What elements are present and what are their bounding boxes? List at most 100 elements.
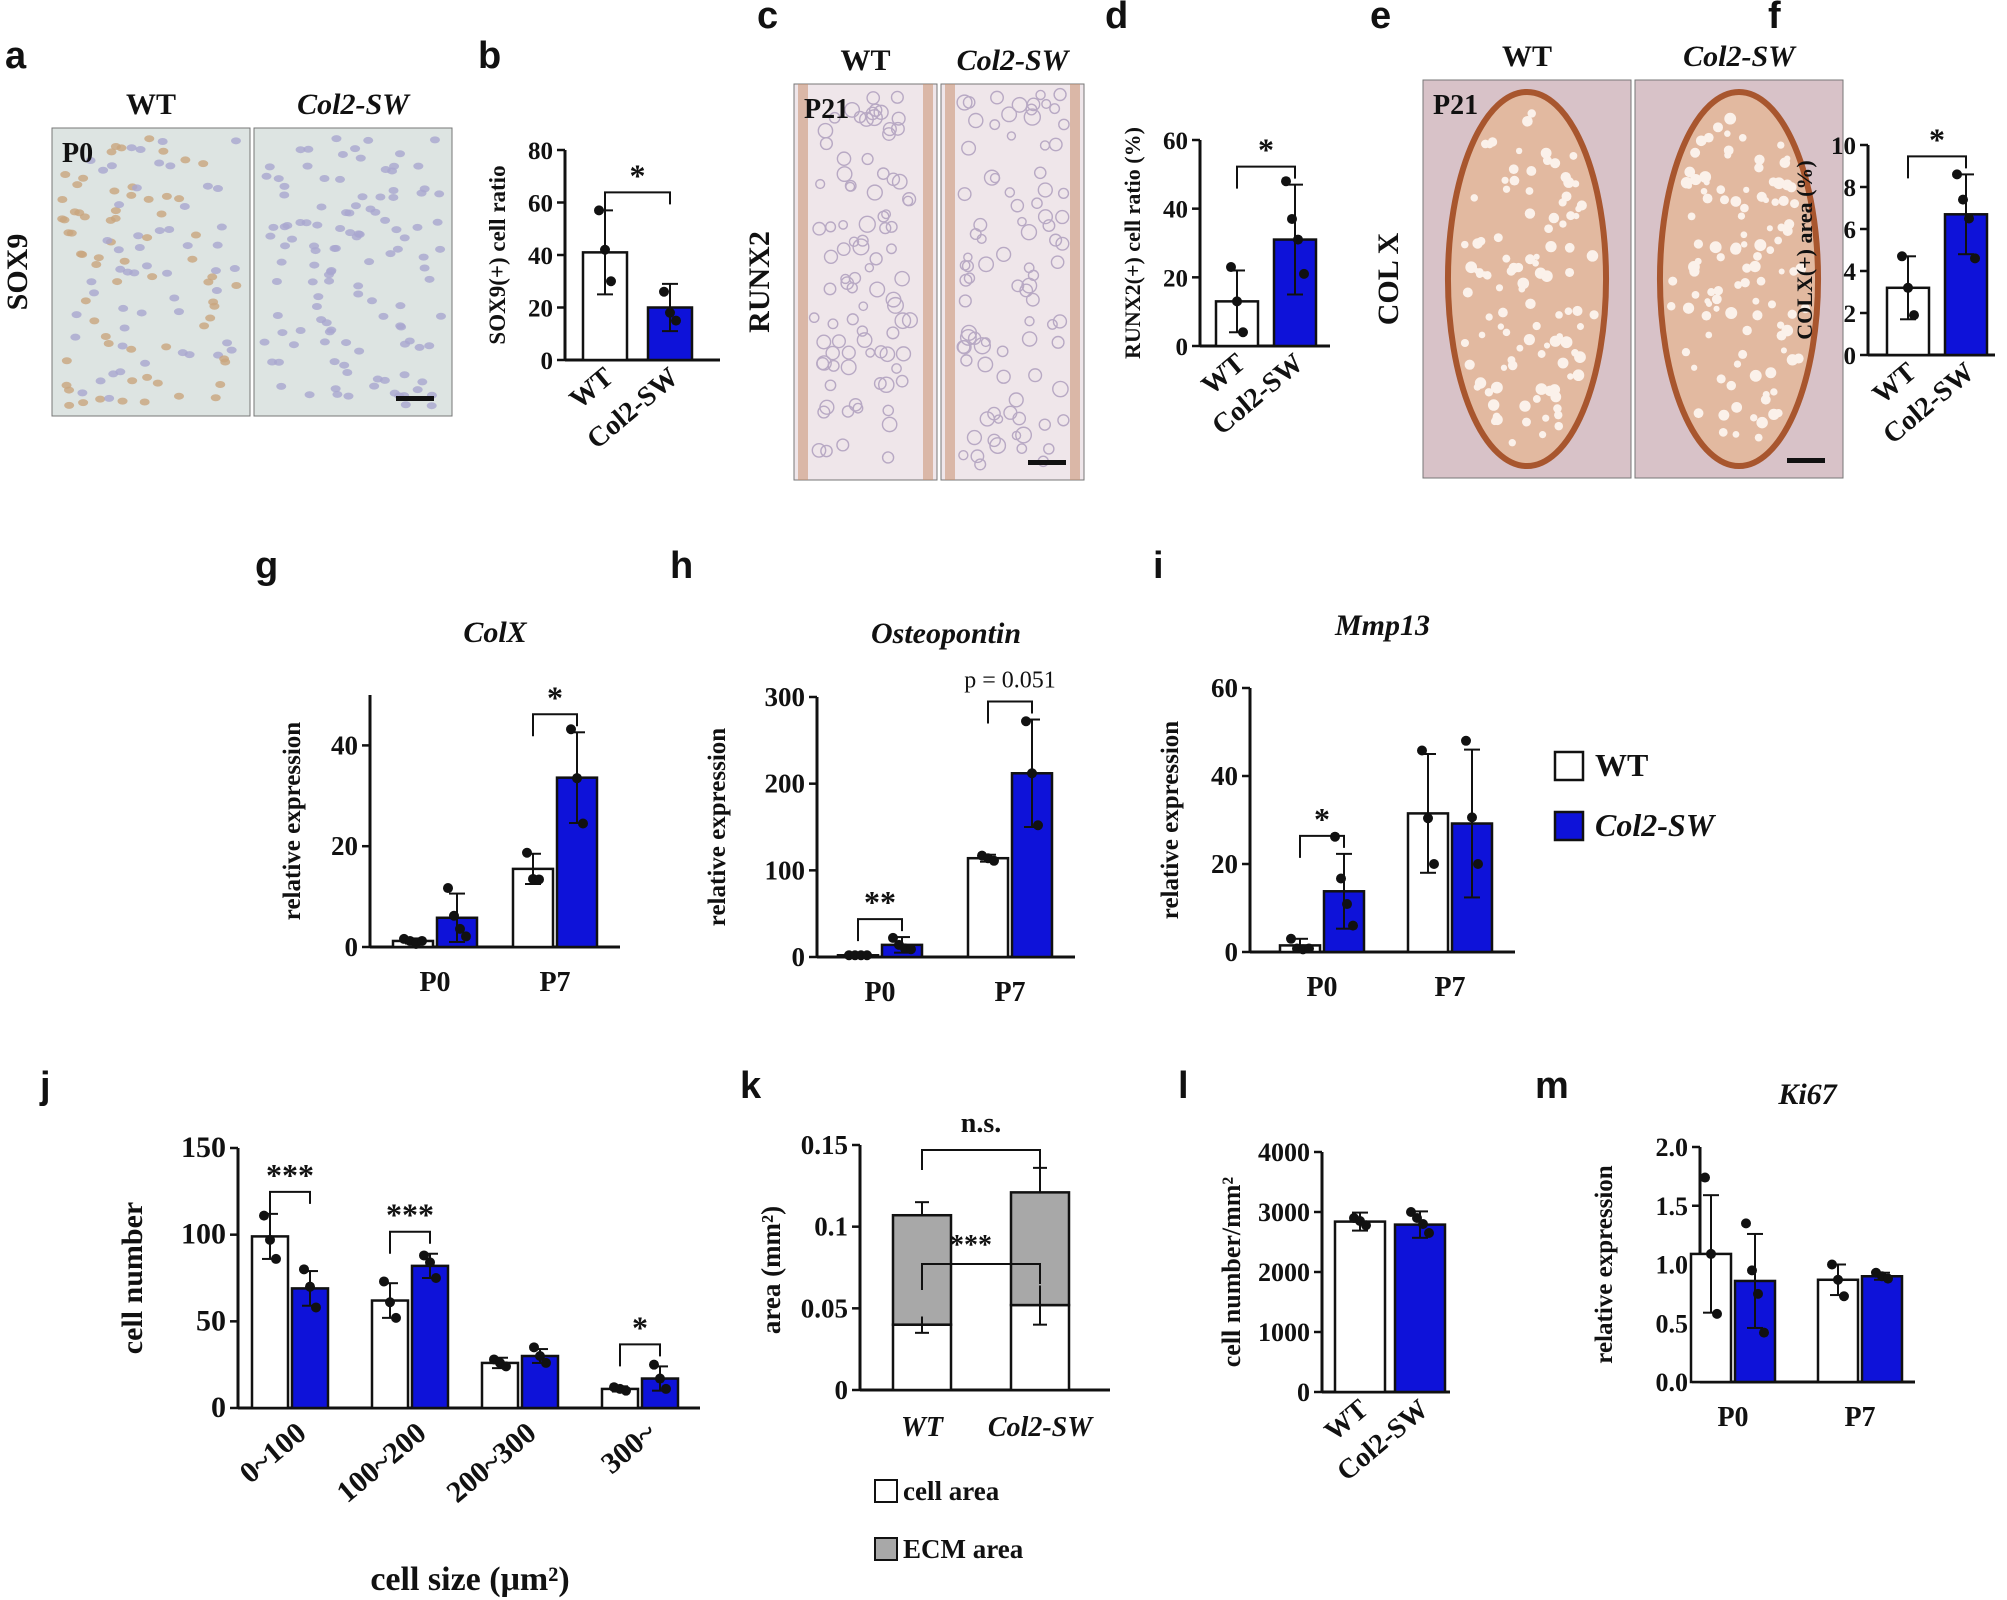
significance-label: ** <box>864 884 896 920</box>
chondrocyte <box>1557 357 1569 369</box>
data-point <box>572 773 582 784</box>
cell-nucleus <box>339 361 350 369</box>
cell-nucleus <box>106 162 117 170</box>
data-point <box>989 855 999 866</box>
chondrocyte <box>983 169 1001 186</box>
significance-bracket <box>921 1149 1041 1170</box>
chondrocyte <box>856 332 873 349</box>
data-point <box>1839 1291 1849 1302</box>
cell-nucleus <box>78 399 89 407</box>
cell-nucleus <box>187 255 198 263</box>
data-point <box>443 883 453 894</box>
y-tick-label: 20 <box>1211 849 1238 879</box>
chondrocyte <box>1461 240 1469 249</box>
significance-label: * <box>1258 132 1274 168</box>
cell-nucleus <box>174 195 185 203</box>
chondrocyte <box>1523 334 1535 346</box>
legend-label-ecm: ECM area <box>903 1534 1024 1564</box>
chondrocyte <box>996 345 1009 358</box>
cell-nucleus <box>319 174 330 182</box>
chart-title: ColX <box>463 616 527 649</box>
scale-bar <box>1028 460 1066 465</box>
cell-nucleus <box>133 232 144 240</box>
y-tick-label: 0 <box>211 1391 226 1424</box>
y-tick-label: 40 <box>331 730 358 760</box>
chondrocyte <box>1682 302 1695 314</box>
data-point <box>1461 735 1471 746</box>
cell-nucleus <box>136 309 147 317</box>
cell-nucleus <box>126 144 137 152</box>
chondrocyte <box>1738 349 1748 359</box>
cell-nucleus <box>391 226 402 234</box>
chondrocyte <box>1778 268 1785 275</box>
chondrocyte <box>1666 302 1676 311</box>
chondrocyte <box>1023 108 1042 126</box>
y-tick-label: 0.05 <box>801 1293 848 1323</box>
data-point <box>391 1312 401 1323</box>
chondrocyte <box>1542 414 1550 422</box>
chondrocyte <box>1017 216 1027 227</box>
stage-label: P21 <box>1433 90 1478 121</box>
chondrocyte <box>1487 399 1500 411</box>
chart-g: 0 20 40 relative expression ColX P0 P7 * <box>279 616 620 998</box>
significance-label: * <box>1929 121 1945 157</box>
significance-label: * <box>630 157 646 193</box>
cell-nucleus <box>95 377 106 385</box>
perichondrium <box>1070 84 1080 480</box>
chondrocyte <box>1713 285 1723 296</box>
chondrocyte <box>1010 198 1025 213</box>
significance-bracket <box>604 191 671 215</box>
chondrocyte <box>1516 344 1524 352</box>
cell-nucleus <box>332 390 343 398</box>
data-point <box>1361 1220 1371 1231</box>
panel-letter-a: a <box>5 35 27 77</box>
cell-nucleus <box>113 246 124 254</box>
y-tick-label: 20 <box>331 831 358 861</box>
chondrocyte <box>1559 220 1567 228</box>
data-point <box>535 1351 545 1361</box>
cell-nucleus <box>301 219 312 227</box>
chondrocyte <box>1724 112 1737 125</box>
cell-nucleus <box>412 223 423 231</box>
chondrocyte <box>1011 279 1025 293</box>
chondrocyte <box>1716 374 1726 384</box>
cell-nucleus <box>135 146 146 154</box>
cell-nucleus <box>355 154 366 162</box>
cell-nucleus <box>212 241 223 249</box>
chondrocyte <box>1691 290 1700 299</box>
chondrocyte <box>1705 331 1713 339</box>
chondrocyte <box>1539 431 1547 439</box>
cell-nucleus <box>80 297 91 305</box>
chondrocyte <box>1522 115 1533 127</box>
data-point <box>1833 1274 1843 1285</box>
cell-nucleus <box>399 371 410 379</box>
data-point <box>431 1273 441 1283</box>
data-point <box>1299 268 1309 279</box>
chondrocyte <box>891 173 908 190</box>
chondrocyte <box>1525 298 1536 310</box>
data-point <box>379 1276 389 1287</box>
cell-nucleus <box>385 250 396 258</box>
data-point <box>1286 933 1296 944</box>
chondrocyte <box>846 282 858 294</box>
cell-nucleus <box>344 209 355 217</box>
y-tick-label: 0 <box>1225 937 1239 967</box>
chondrocyte <box>879 221 892 235</box>
chondrocyte <box>1042 219 1056 233</box>
chondrocyte <box>891 111 906 126</box>
cell-nucleus <box>104 394 115 402</box>
chondrocyte <box>1006 131 1017 141</box>
chondrocyte <box>1525 187 1534 195</box>
chondrocyte <box>1033 166 1047 180</box>
y-axis-label: cell number/mm² <box>1217 1177 1246 1368</box>
cell-nucleus <box>268 223 279 231</box>
cell-nucleus <box>98 166 109 174</box>
chondrocyte <box>882 121 897 137</box>
cell-nucleus <box>424 342 435 350</box>
cell-nucleus <box>106 148 117 156</box>
chondrocyte <box>1730 196 1742 207</box>
cell-nucleus <box>61 357 72 365</box>
x-tick-label: 200~300 <box>440 1416 542 1509</box>
chart-title: Ki67 <box>1777 1078 1837 1111</box>
chondrocyte <box>1790 199 1800 209</box>
